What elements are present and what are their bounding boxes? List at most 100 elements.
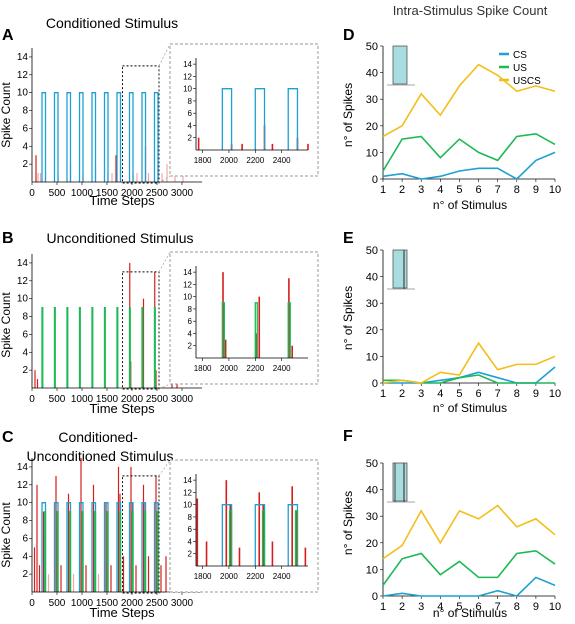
us-pulse-C-1 — [56, 510, 59, 592]
us-pulse-B-7 — [128, 306, 131, 388]
inset-y-tick-label-C-6: 6 — [188, 525, 193, 534]
us-pulse-C-5 — [106, 510, 109, 592]
x-tick-label-A-3000: 3000 — [171, 188, 194, 199]
inset-y-tick-label-A-4: 4 — [188, 121, 193, 130]
x-tick-label-F-7: 7 — [495, 601, 501, 613]
y-tick-label-F-0: 0 — [372, 591, 378, 603]
y-tick-label-C-2: 2 — [22, 569, 28, 580]
us-pulse-B-9 — [153, 306, 156, 388]
inset-y-tick-label-C-8: 8 — [188, 513, 193, 522]
x-tick-label-D-5: 5 — [456, 184, 462, 196]
x-tick-label-C-500: 500 — [49, 598, 66, 609]
zoom-connector-bottom-C — [158, 591, 171, 594]
x-tick-label-D-7: 7 — [495, 184, 501, 196]
inset-y-tick-label-B-4: 4 — [188, 329, 193, 338]
inset-us-pulse-B-9 — [287, 302, 291, 358]
cs-pulse-A-6 — [116, 92, 122, 182]
y-tick-label-B-6: 6 — [22, 329, 28, 340]
x-tick-label-C-2500: 2500 — [146, 598, 169, 609]
inset-y-tick-label-A-2: 2 — [188, 134, 193, 143]
x-tick-label-E-4: 4 — [437, 388, 443, 400]
y-tick-label-A-12: 12 — [17, 70, 29, 81]
x-tick-label-B-2500: 2500 — [146, 394, 169, 405]
y-tick-label-F-20: 20 — [366, 538, 378, 550]
x-tick-label-E-8: 8 — [514, 388, 520, 400]
x-tick-label-E-9: 9 — [533, 388, 539, 400]
panel-letter-A: A — [2, 27, 14, 44]
x-tick-label-A-0: 0 — [29, 188, 35, 199]
xlabel-B: Time Steps — [89, 401, 155, 416]
inset-us-pulse-C-9 — [294, 510, 299, 566]
ylabel-C: Spike Count — [0, 502, 13, 568]
zoom-window-A — [122, 65, 160, 184]
y-tick-label-A-2: 2 — [22, 159, 28, 170]
xlabel-D: n° of Stimulus — [433, 198, 507, 212]
inset-y-tick-label-B-10: 10 — [183, 293, 192, 302]
x-tick-label-C-1000: 1000 — [71, 598, 94, 609]
inset-x-tick-label-C-1800: 1800 — [194, 572, 212, 581]
y-tick-label-E-20: 20 — [366, 325, 378, 337]
panel-title-C-line1: Conditioned- — [58, 429, 138, 445]
panel-letter-B: B — [2, 230, 14, 247]
x-tick-label-C-0: 0 — [29, 598, 35, 609]
x-tick-label-F-10: 10 — [549, 601, 561, 613]
inset-frame-B — [169, 251, 319, 385]
y-tick-label-F-50: 50 — [366, 458, 378, 470]
y-tick-label-B-8: 8 — [22, 312, 28, 323]
xlabel-C: Time Steps — [89, 605, 155, 620]
x-tick-label-E-2: 2 — [399, 388, 405, 400]
x-tick-label-E-10: 10 — [549, 388, 561, 400]
us-pulse-C-4 — [94, 510, 97, 592]
y-tick-label-C-10: 10 — [17, 498, 29, 509]
y-tick-label-A-4: 4 — [22, 141, 28, 152]
inset-y-tick-label-C-2: 2 — [188, 550, 193, 559]
inset-y-tick-label-B-8: 8 — [188, 305, 193, 314]
x-tick-label-D-2: 2 — [399, 184, 405, 196]
inset-us-pulse-B-7 — [221, 302, 225, 358]
inset-y-tick-label-C-14: 14 — [183, 476, 192, 485]
panel-B: B Unconditioned Stimulus Spike Count Tim… — [0, 230, 319, 416]
inset-y-tick-label-A-6: 6 — [188, 109, 193, 118]
us-pulse-C-9 — [156, 510, 159, 592]
y-tick-label-A-10: 10 — [17, 88, 29, 99]
y-tick-label-E-30: 30 — [366, 298, 378, 310]
panel-letter-D: D — [343, 27, 355, 44]
inset-x-tick-label-A-1800: 1800 — [194, 156, 212, 165]
us-pulse-B-6 — [116, 306, 119, 388]
inset-frame-C — [169, 459, 319, 593]
panel-E: E n° of Spikes n° of Stimulus 0 10 20 30 40 5… — [341, 230, 561, 415]
x-tick-label-B-1500: 1500 — [96, 394, 119, 405]
inset-y-tick-label-B-14: 14 — [183, 268, 192, 277]
y-tick-label-C-14: 14 — [17, 462, 29, 473]
legend-label-uscs: USCS — [513, 76, 541, 87]
x-tick-label-D-6: 6 — [475, 184, 481, 196]
x-tick-label-D-4: 4 — [437, 184, 443, 196]
x-tick-label-A-2000: 2000 — [121, 188, 144, 199]
inset-x-tick-label-A-2200: 2200 — [246, 156, 264, 165]
line-plot-D: 0 10 20 30 40 50 1 2 3 4 5 6 7 8 9 10 — [366, 41, 561, 196]
us-pulse-B-0 — [41, 306, 44, 388]
series-line-F-uscs — [382, 504, 556, 560]
us-pulse-B-2 — [66, 306, 69, 388]
inset-x-tick-label-A-2400: 2400 — [273, 156, 291, 165]
x-tick-label-E-6: 6 — [475, 388, 481, 400]
x-tick-label-F-9: 9 — [533, 601, 539, 613]
ylabel-B: Spike Count — [0, 292, 13, 358]
panel-title-C-line2: Unconditioned Stimulus — [26, 448, 173, 464]
inset-y-tick-label-B-12: 12 — [183, 280, 192, 289]
inset-x-tick-label-B-2000: 2000 — [220, 364, 238, 373]
x-tick-label-A-1000: 1000 — [71, 188, 94, 199]
y-tick-label-D-10: 10 — [366, 147, 378, 159]
us-pulse-C-2 — [69, 510, 72, 592]
inset-y-tick-label-B-6: 6 — [188, 317, 193, 326]
us-pulse-C-7 — [131, 510, 134, 592]
x-tick-label-C-2000: 2000 — [121, 598, 144, 609]
y-tick-label-D-0: 0 — [372, 174, 378, 186]
x-tick-label-D-8: 8 — [514, 184, 520, 196]
series-line-F-us — [382, 549, 556, 586]
zoom-window-C — [122, 475, 160, 594]
cs-pulse-A-8 — [141, 92, 147, 182]
cs-pulse-A-9 — [153, 92, 159, 182]
x-tick-label-A-1500: 1500 — [96, 188, 119, 199]
x-tick-label-B-3000: 3000 — [171, 394, 194, 405]
